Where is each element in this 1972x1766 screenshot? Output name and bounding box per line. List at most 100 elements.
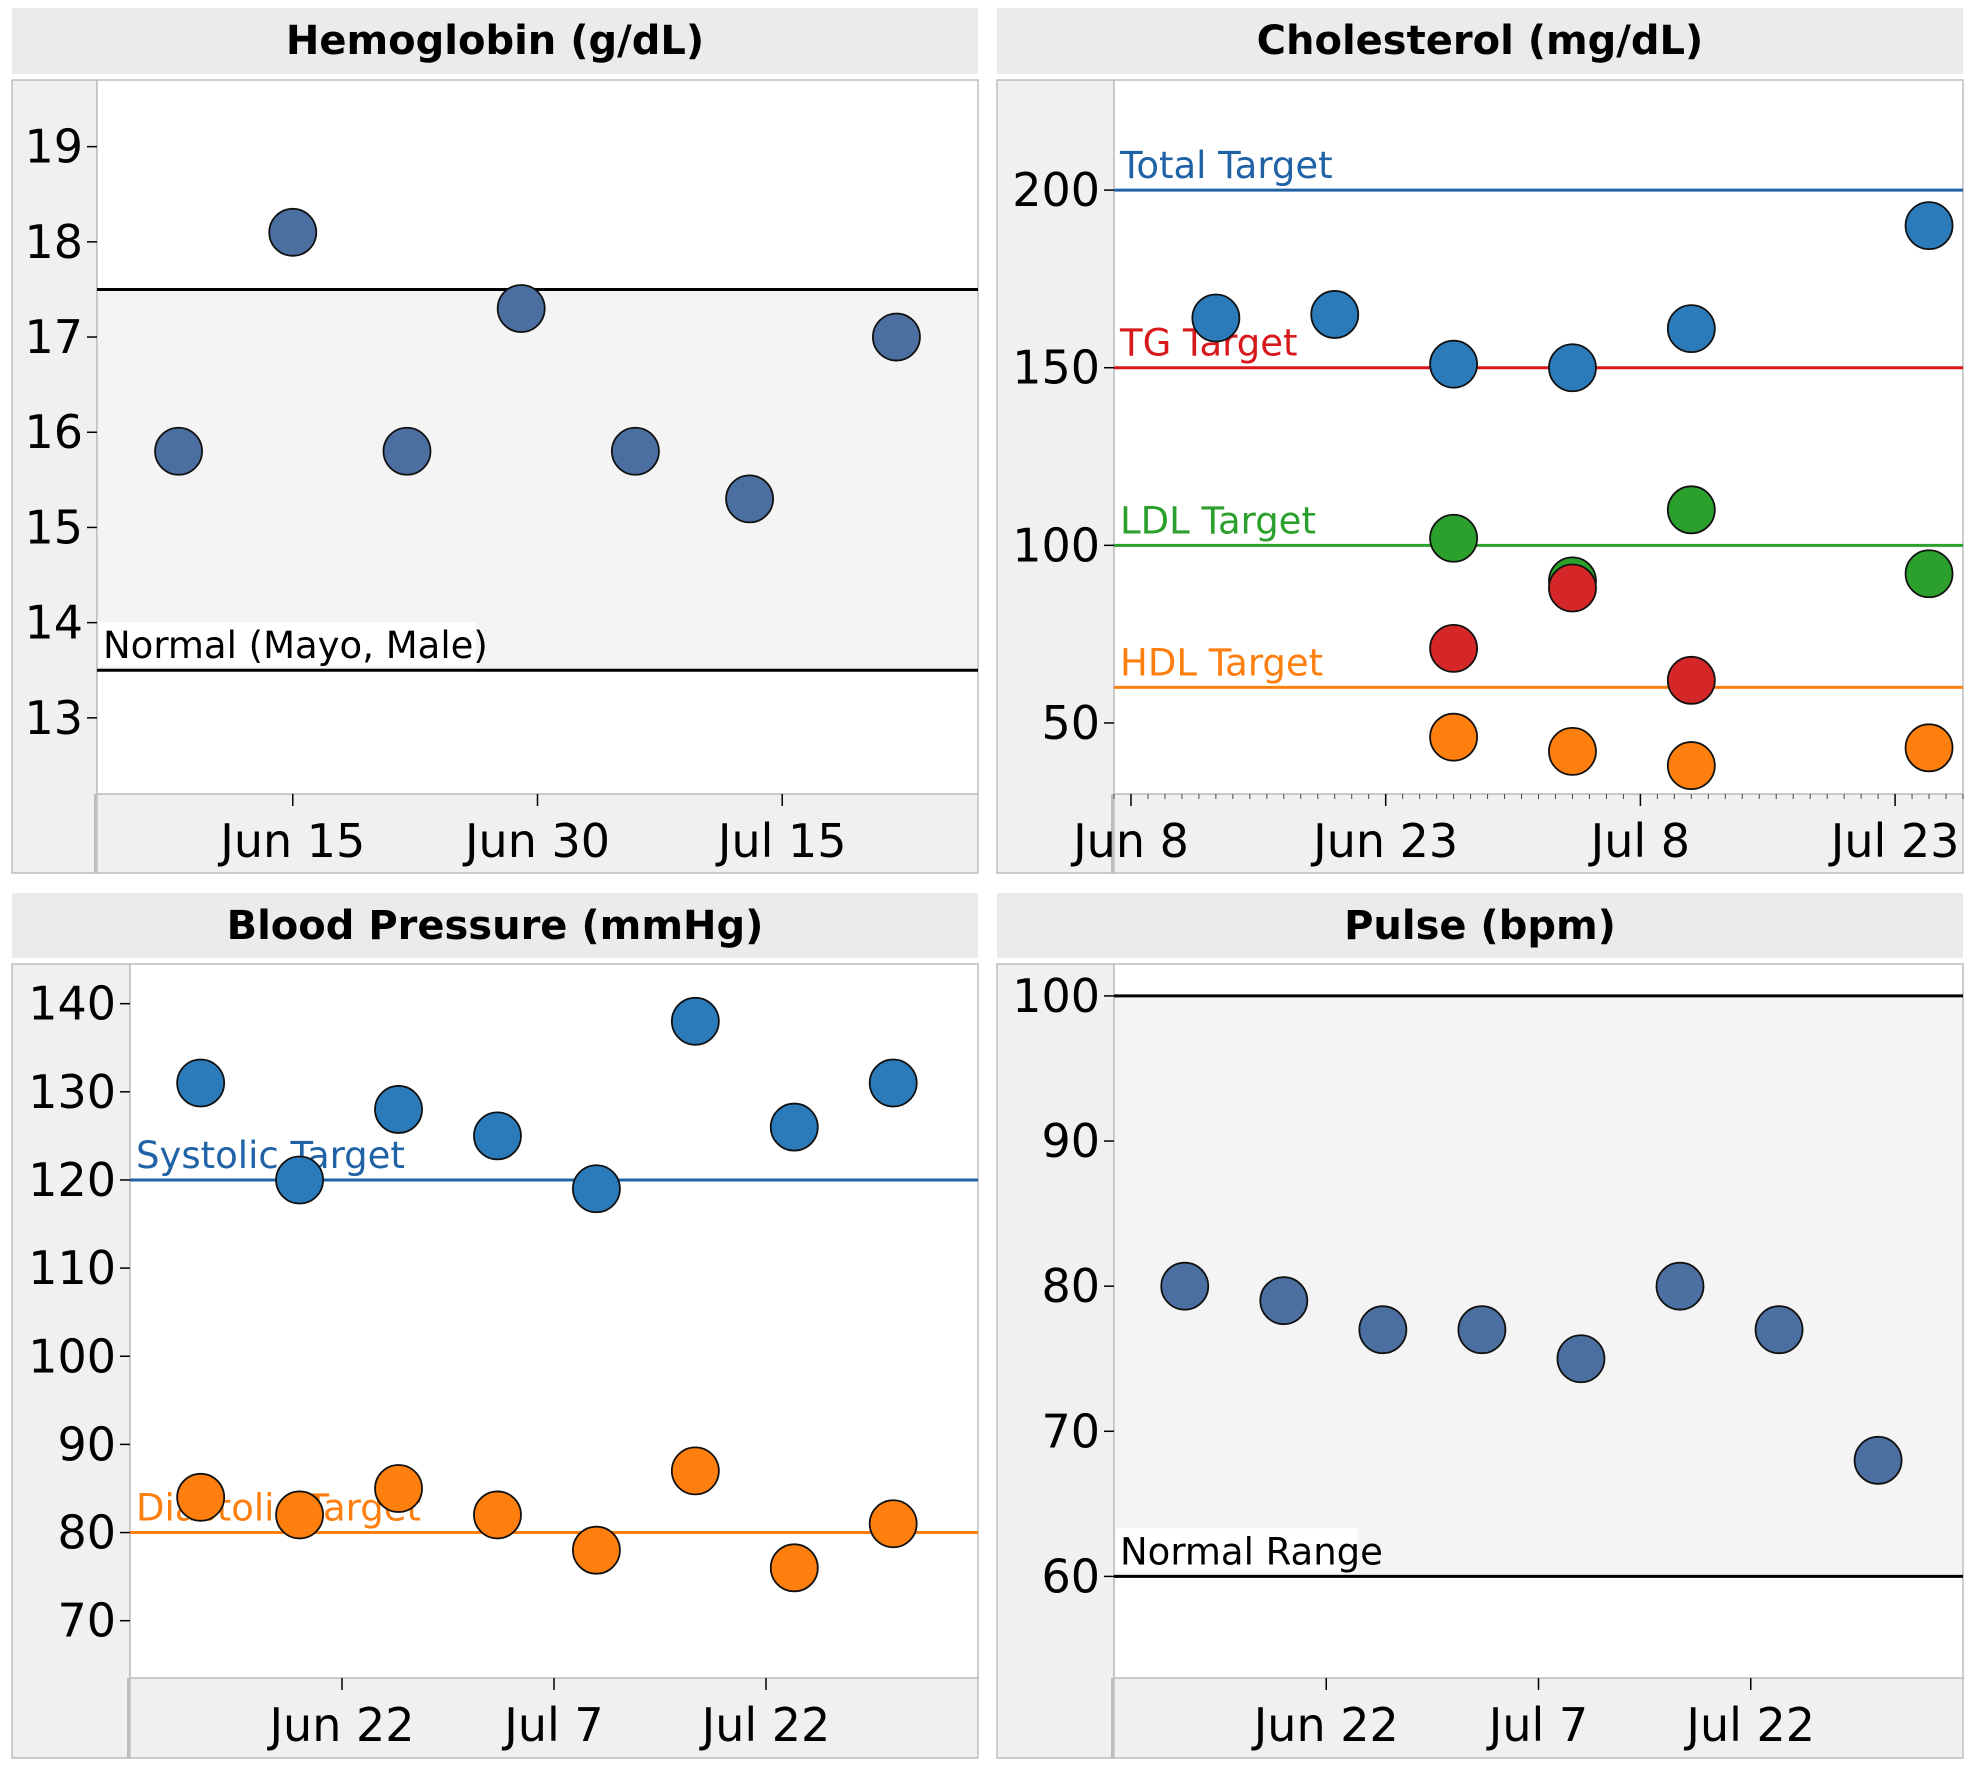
data-point [1666,304,1716,354]
data-point [725,474,774,524]
reference-label-bg [1116,1528,1358,1573]
y-tick-label: 16 [24,405,83,459]
normal-band [98,289,977,671]
data-point [374,1464,423,1513]
chart-title: Cholesterol (mg/dL) [1257,18,1704,64]
data-point [1429,513,1478,563]
data-point [275,1155,325,1205]
title-bar [997,893,1963,958]
cholesterol-panel: Cholesterol (mg/dL) 50 100 150 200 Jun 8 Jun 2… [996,8,1964,874]
data-point [1556,1334,1606,1384]
reference-label: Systolic Target [136,1134,405,1177]
x-tick-label: Jul 22 [699,1698,831,1752]
y-tick-label: 90 [1041,1114,1100,1168]
y-tick-label: 100 [1012,518,1100,572]
x-tick-label: Jul 7 [501,1698,603,1752]
data-point [1548,343,1597,393]
y-tick-label: 15 [24,500,83,554]
data-point [154,426,203,476]
data-point [572,1525,621,1575]
plot-area [1113,79,1964,795]
y-tick-label: 18 [24,215,83,269]
reference-label: Normal Range [1120,1530,1383,1573]
y-tick-label: 130 [28,1065,116,1119]
data-point [872,312,921,362]
data-point [670,1446,720,1496]
data-point [769,1102,819,1152]
y-tick-label: 70 [57,1594,116,1648]
y-tick-label: 17 [24,310,83,364]
x-axis-area [1113,1677,1964,1759]
data-point [275,1490,325,1540]
data-point [1358,1305,1408,1355]
data-point [473,1111,522,1161]
data-point [868,1499,918,1549]
y-axis-area [996,79,1115,874]
hemoglobin-panel: Hemoglobin (g/dL) 13 14 15 16 17 18 19 Jun 15 Jun… [11,8,979,874]
x-axis-area [96,793,979,874]
data-point [1191,293,1241,343]
x-tick-label: Jun 15 [217,814,365,868]
x-tick-label: Jul 8 [1588,814,1690,868]
data-point [1904,201,1954,251]
x-tick-label: Jul 15 [715,814,847,868]
reference-label: Normal (Mayo, Male) [103,624,488,667]
data-point [1666,741,1716,790]
data-point [1259,1276,1309,1326]
data-point [473,1490,522,1540]
data-point [382,426,432,476]
data-point [176,1472,226,1522]
x-tick-label: Jul 7 [1486,1698,1588,1752]
y-tick-label: 13 [24,691,83,745]
x-tick-label: Jun 23 [1310,814,1458,868]
reference-label: Total Target [1119,144,1333,187]
y-tick-label: 80 [1041,1259,1100,1313]
y-axis-area [11,79,98,874]
x-tick-label: Jul 23 [1828,814,1960,868]
pulse-panel: Pulse (bpm) 60 70 80 90 100 Jun 22 Jul 7 Jul 22 N… [996,893,1964,1759]
data-point [1666,655,1716,705]
data-point [1457,1305,1507,1355]
y-axis-area [996,963,1115,1759]
x-tick-label: Jun 30 [462,814,610,868]
blood-pressure-panel: Blood Pressure (mmHg) 70 80 90 100 110 120 130 1… [11,893,979,1759]
data-point [1429,712,1478,762]
y-tick-label: 14 [24,596,83,650]
x-tick-label: Jun 22 [1251,1698,1399,1752]
reference-label: HDL Target [1120,641,1323,684]
title-bar [12,8,978,74]
title-bar [997,8,1963,74]
x-axis-area [129,1677,979,1759]
plot-area [129,963,979,1679]
chart-title: Hemoglobin (g/dL) [286,18,704,64]
y-tick-label: 19 [24,120,83,174]
y-tick-label: 200 [1012,163,1100,217]
y-tick-label: 150 [1012,341,1100,395]
data-point [374,1085,423,1134]
data-point [1904,549,1954,599]
y-tick-label: 140 [28,977,116,1031]
data-point [1754,1305,1804,1355]
y-tick-label: 50 [1041,696,1100,750]
title-bar [12,893,978,958]
data-point [1853,1435,1903,1485]
y-axis-area [11,963,131,1759]
data-point [1548,563,1597,613]
chart-title: Pulse (bpm) [1344,903,1616,949]
y-tick-label: 100 [28,1329,116,1383]
data-point [769,1543,819,1593]
data-point [1904,723,1954,773]
data-point [572,1164,621,1214]
chart-title: Blood Pressure (mmHg) [227,903,764,949]
data-point [1655,1261,1705,1311]
data-point [268,207,318,257]
y-tick-label: 60 [1041,1549,1100,1603]
data-point [1548,726,1597,776]
y-tick-label: 110 [28,1241,116,1295]
data-point [1429,623,1478,673]
data-point [496,284,546,333]
data-point [1160,1261,1210,1311]
data-point [868,1058,918,1108]
